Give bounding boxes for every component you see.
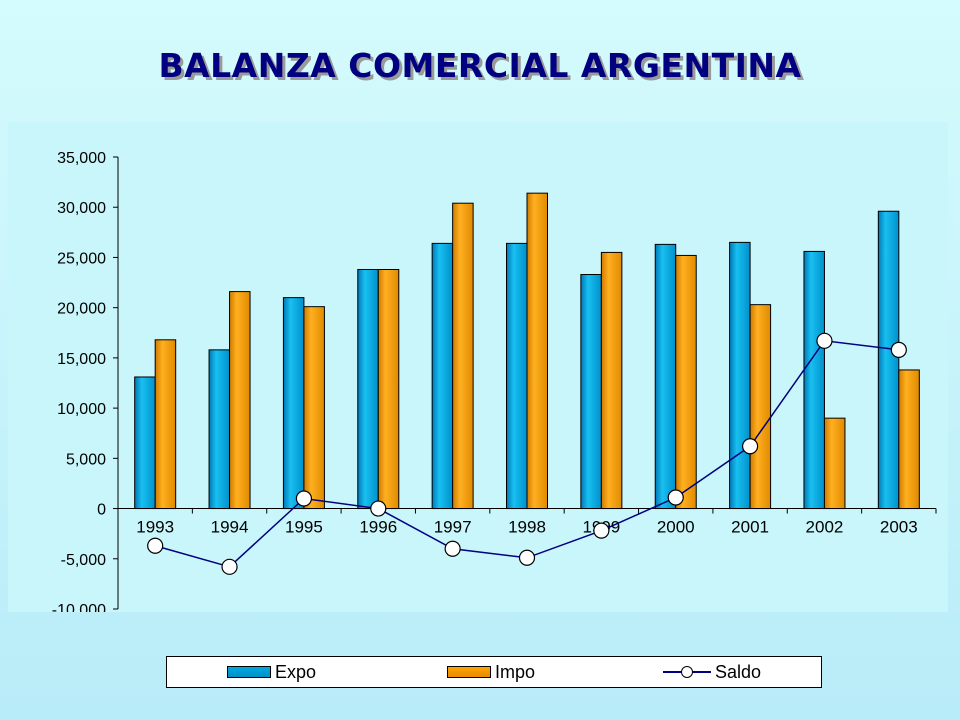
bar-impo-2003 — [898, 369, 920, 510]
saldo-point-1997 — [444, 540, 461, 557]
saldo-point-2002 — [816, 332, 833, 349]
x-tick-label: 2002 — [806, 518, 844, 537]
legend-line-saldo — [663, 666, 711, 678]
x-tick-label: 1995 — [285, 518, 323, 537]
legend-label-impo: Impo — [495, 661, 536, 682]
y-tick-label: -5,000 — [61, 552, 106, 569]
bar-impo-2001 — [749, 304, 772, 510]
bar-expo-1999 — [580, 274, 602, 510]
y-tick-label: 20,000 — [57, 301, 106, 318]
bar-expo-2001 — [729, 241, 751, 510]
bar-expo-2000 — [654, 243, 677, 510]
legend-item-expo: Expo — [227, 657, 316, 687]
saldo-point-2001 — [741, 438, 759, 455]
legend-swatch-expo — [227, 666, 271, 678]
legend-label-saldo: Saldo — [715, 661, 762, 682]
saldo-point-1996 — [370, 500, 387, 517]
bar-expo-2003 — [877, 210, 900, 510]
bar-expo-1994 — [208, 349, 231, 510]
y-tick-label: 25,000 — [57, 250, 106, 267]
y-tick-label: 15,000 — [57, 351, 106, 368]
legend-label-expo: Expo — [275, 661, 317, 682]
saldo-point-2000 — [667, 489, 684, 506]
bar-impo-1994 — [229, 291, 251, 510]
bar-impo-1996 — [377, 268, 400, 510]
saldo-point-1999 — [593, 522, 610, 539]
saldo-point-1995 — [295, 490, 313, 507]
y-tick-label: 0 — [97, 502, 106, 519]
bar-expo-2002 — [803, 250, 825, 510]
saldo-point-1994 — [221, 558, 238, 575]
bar-expo-1996 — [357, 268, 379, 510]
legend-swatch-impo — [447, 666, 491, 678]
bar-expo-1995 — [282, 297, 305, 510]
y-tick-label: 30,000 — [57, 200, 106, 217]
bar-impo-1997 — [452, 202, 474, 510]
x-tick-label: 1998 — [508, 518, 546, 537]
legend-item-impo: Impo — [447, 657, 535, 687]
x-tick-label: 2000 — [657, 518, 695, 537]
y-tick-label: 5,000 — [66, 451, 106, 468]
bar-impo-1999 — [600, 251, 623, 510]
y-tick-label: -10,000 — [52, 602, 106, 612]
x-tick-label: 1997 — [434, 518, 472, 537]
legend-item-saldo: Saldo — [663, 657, 761, 687]
x-tick-label: 2001 — [731, 518, 769, 537]
bar-expo-1993 — [134, 376, 156, 510]
saldo-point-1998 — [518, 549, 536, 566]
bar-impo-2002 — [823, 417, 846, 510]
plot-area: 35,000 30,000 25,000 20,000 15,000 10,000 5,00… — [8, 122, 948, 612]
x-tick-label: 1996 — [359, 518, 397, 537]
y-tick-label: 35,000 — [57, 150, 106, 167]
bar-expo-1998 — [506, 242, 528, 510]
bar-impo-2000 — [675, 254, 697, 510]
saldo-point-2003 — [890, 341, 907, 358]
legend: Expo Impo Saldo — [166, 656, 822, 688]
bar-impo-1998 — [526, 192, 548, 510]
bar-expo-1997 — [431, 242, 454, 510]
chart: 35,000 30,000 25,000 20,000 15,000 10,000 5,00… — [52, 150, 937, 612]
saldo-point-1993 — [147, 537, 164, 554]
x-tick-label: 1993 — [136, 518, 174, 537]
x-tick-label: 1994 — [211, 518, 249, 537]
bar-impo-1993 — [154, 339, 177, 510]
chart-title: BALANZA COMERCIAL ARGENTINA — [158, 46, 802, 85]
x-tick-label: 2003 — [880, 518, 918, 537]
y-tick-label: 10,000 — [57, 401, 106, 418]
bar-impo-1995 — [303, 306, 325, 510]
